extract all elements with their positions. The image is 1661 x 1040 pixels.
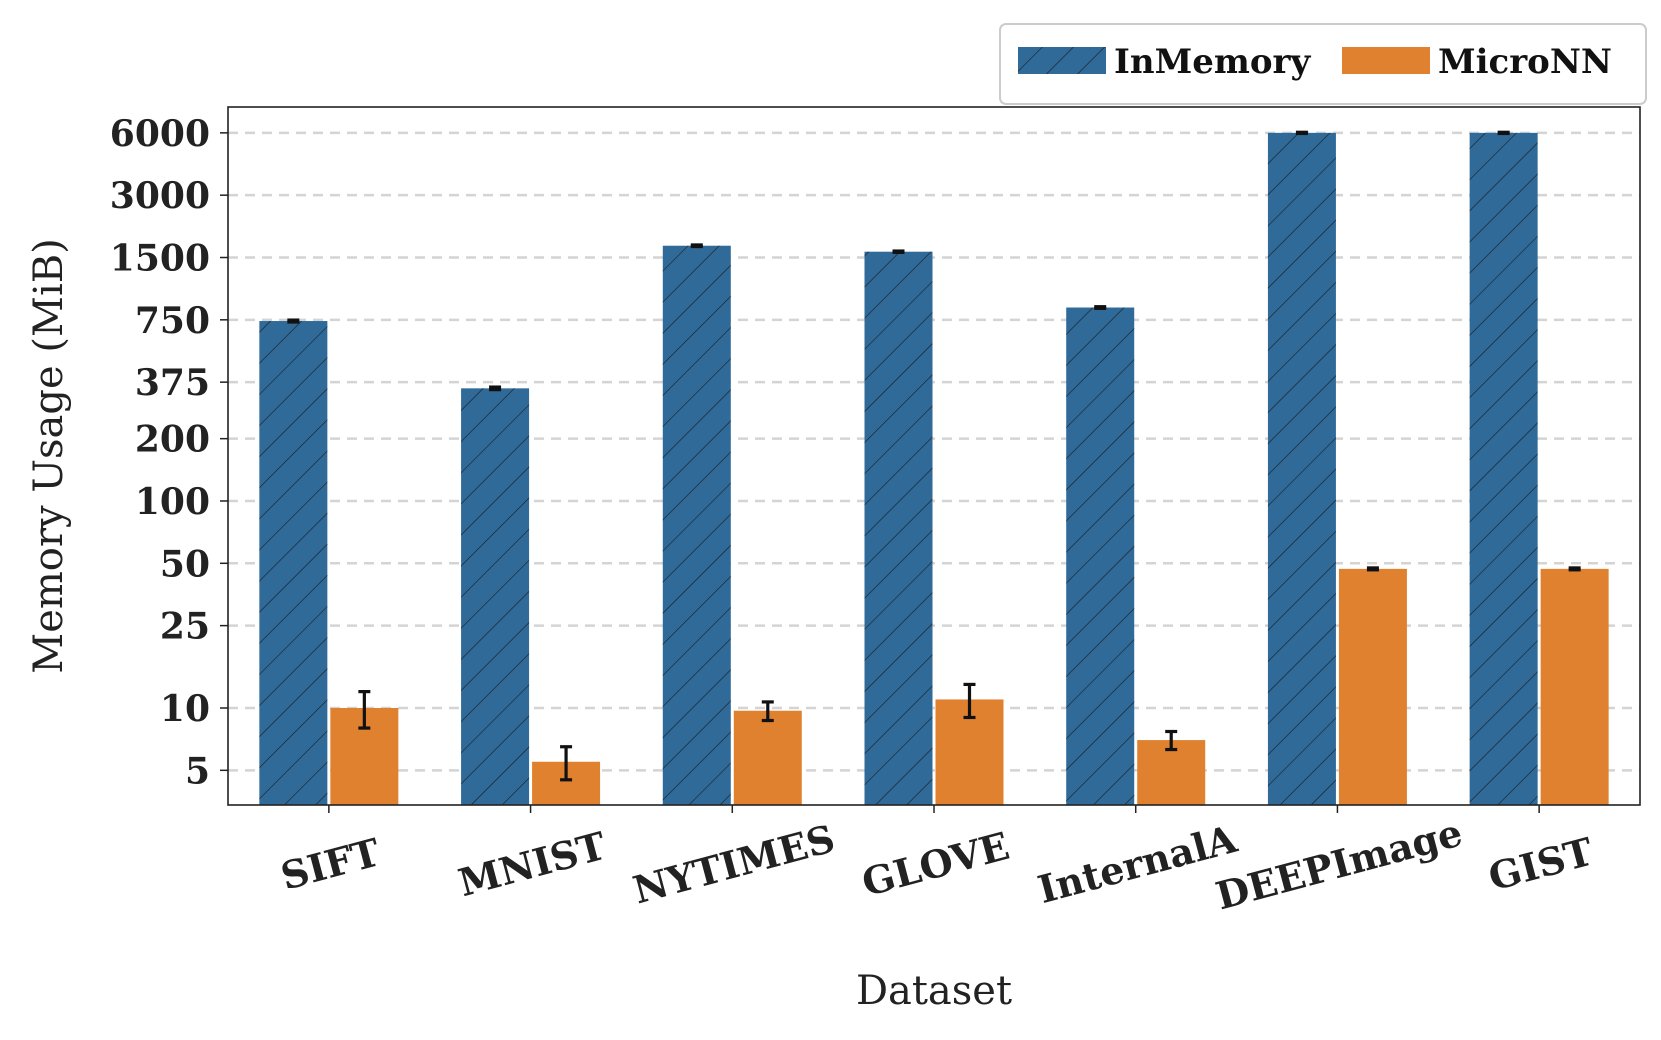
y-tick-label: 25 <box>160 606 210 648</box>
x-tick-label: GIST <box>1484 829 1598 900</box>
x-tick-label: InternalA <box>1033 816 1242 912</box>
legend-swatch-inmemory-hatch <box>1018 47 1106 74</box>
bars <box>259 132 1609 806</box>
bar-micronn <box>1540 568 1609 805</box>
bar-inmemory-hatch <box>1066 307 1135 805</box>
x-tick-label: GLOVE <box>857 823 1014 905</box>
y-tick-label: 5 <box>185 750 210 792</box>
bar-inmemory-hatch <box>864 251 933 806</box>
bar-micronn <box>1338 568 1407 805</box>
legend-label-micronn: MicroNN <box>1438 42 1612 82</box>
y-tick-label: 10 <box>160 688 210 730</box>
y-tick-label: 750 <box>135 300 210 342</box>
y-tick-label: 375 <box>135 362 210 404</box>
y-tick-label: 3000 <box>110 175 210 217</box>
error-bars <box>287 130 1581 782</box>
legend-box <box>999 23 1647 105</box>
x-tick-label: DEEPImage <box>1211 810 1467 919</box>
y-tick-label: 6000 <box>110 113 210 155</box>
y-tick-label: 1500 <box>110 238 210 280</box>
x-tick-label: SIFT <box>276 829 385 898</box>
x-axis-label: Dataset <box>856 968 1012 1014</box>
y-axis-label: Memory Usage (MiB) <box>26 238 72 674</box>
y-tick-label: 50 <box>160 543 210 585</box>
bar-inmemory-hatch <box>1469 132 1538 805</box>
grid-lines <box>228 131 1640 772</box>
legend-swatch-micronn <box>1342 47 1430 74</box>
y-tick-label: 200 <box>135 419 210 461</box>
bar-micronn <box>733 710 802 805</box>
bar-inmemory-hatch <box>662 245 731 806</box>
legend-label-inmemory: InMemory <box>1114 42 1311 82</box>
bar-inmemory-hatch <box>259 321 328 805</box>
bar-inmemory-hatch <box>461 388 530 805</box>
y-axis-ticks: 5 10 25 50 100 200 375 750 1500 3000 6000 <box>110 113 228 792</box>
y-tick-label: 100 <box>135 481 210 523</box>
plot-area-frame <box>227 106 1641 806</box>
x-tick-label: NYTIMES <box>628 816 839 913</box>
legend: InMemory MicroNN <box>999 23 1647 105</box>
bar-inmemory-hatch <box>1267 132 1336 805</box>
x-tick-label: MNIST <box>454 823 611 905</box>
